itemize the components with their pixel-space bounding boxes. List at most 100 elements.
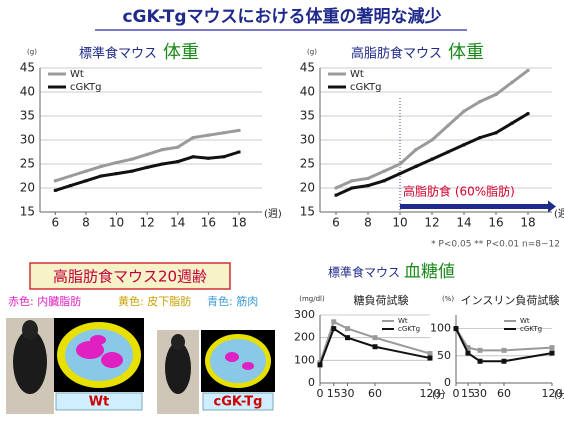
data-point [398,162,402,166]
data-point [462,109,466,113]
caption: cGK-Tg [214,395,263,410]
legend-label: Wt [520,317,530,325]
legend-label: cGKTg [350,82,381,93]
data-point [477,358,483,364]
legend-label: cGKTg [398,325,420,333]
footnote: * P<0.05 ** P<0.01 n=8~12 [431,240,560,250]
x-tick-label: 8 [364,216,372,230]
data-point [160,162,164,166]
y-tick-label: 35 [20,109,35,123]
data-point [478,100,482,104]
caption: Wt [89,395,110,410]
data-point [84,179,88,183]
y-unit: (%) [442,295,454,303]
y-tick-label: 100 [430,322,451,335]
y-tick-label: 15 [300,205,315,219]
data-point [331,319,337,325]
y-tick-label: 25 [20,157,35,171]
y-tick-label: 100 [294,353,315,366]
x-tick-label: 60 [368,387,382,400]
data-point [130,157,134,161]
data-point [427,351,433,357]
y-tick-label: 50 [437,349,451,362]
chart-title: インスリン負荷試験 [461,293,560,307]
data-point [414,148,418,152]
data-point [526,112,530,116]
data-point [99,164,103,168]
data-point [145,165,149,169]
data-point [382,169,386,173]
x-tick-label: 30 [473,387,487,400]
data-point [398,172,402,176]
y-tick-label: 0 [308,376,315,389]
data-point [372,344,378,350]
data-point [115,161,119,165]
data-point [478,136,482,140]
annotation-arrowhead [548,200,556,213]
y-tick-label: 40 [300,85,315,99]
data-point [345,335,350,341]
caption-box [202,392,274,411]
data-point [130,169,134,173]
x-tick-label: 18 [231,216,246,230]
data-point [176,145,180,149]
data-point [69,184,73,188]
x-tick-label: 15 [327,387,341,400]
x-tick-label: 10 [109,216,124,230]
data-point [494,131,498,135]
fat-panel-title: 高脂肪食マウス20週齢 [53,268,207,286]
data-point [453,326,459,332]
chart-title: 体重 [163,42,199,63]
data-point [191,136,195,140]
data-point [446,124,450,128]
data-point [206,156,210,160]
x-tick-label: 6 [51,216,59,230]
data-point [494,92,498,96]
y-tick-label: 35 [300,109,315,123]
x-tick-label: 120 [420,387,441,400]
x-tick-label: 6 [332,216,340,230]
data-point [510,121,514,125]
series-line [455,328,553,363]
y-tick-label: 40 [20,85,35,99]
y-tick-label: 300 [294,308,315,321]
data-point [414,164,418,168]
y-unit: (g) [307,48,317,56]
mouse-photo [157,330,199,414]
y-tick-label: 15 [20,205,35,219]
y-tick-label: 45 [300,61,315,75]
data-point [334,193,338,197]
data-point [510,80,514,84]
y-tick-label: 0 [444,376,451,389]
data-point [69,174,73,178]
data-point [334,186,338,190]
x-axis-label: (週) [554,208,564,220]
data-point [526,68,530,72]
data-point [465,350,471,356]
legend-label: Wt [350,69,364,80]
y-tick-label: 200 [294,331,315,344]
x-tick-label: 60 [497,387,511,400]
fat-legend: 赤色: 内臓脂肪 [8,294,81,308]
x-tick-label: 16 [201,216,216,230]
x-tick-label: 14 [170,216,185,230]
data-point [191,155,195,159]
data-point [501,347,507,353]
x-tick-label: 12 [140,216,155,230]
data-point [237,150,241,154]
x-axis-label: (週) [264,208,282,220]
fat-legend: 青色: 筋肉 [207,294,258,308]
data-point [366,184,370,188]
data-point [430,157,434,161]
data-point [549,350,555,356]
y-unit: (g) [27,48,37,56]
chart-title: 体重 [448,42,484,63]
series-line [335,112,529,197]
chart-title: 糖負荷試験 [354,293,409,307]
data-point [366,176,370,180]
data-point [317,362,323,368]
data-point [382,179,386,183]
data-point [345,326,350,332]
chart-title-prefix: 標準食マウス [79,46,157,62]
